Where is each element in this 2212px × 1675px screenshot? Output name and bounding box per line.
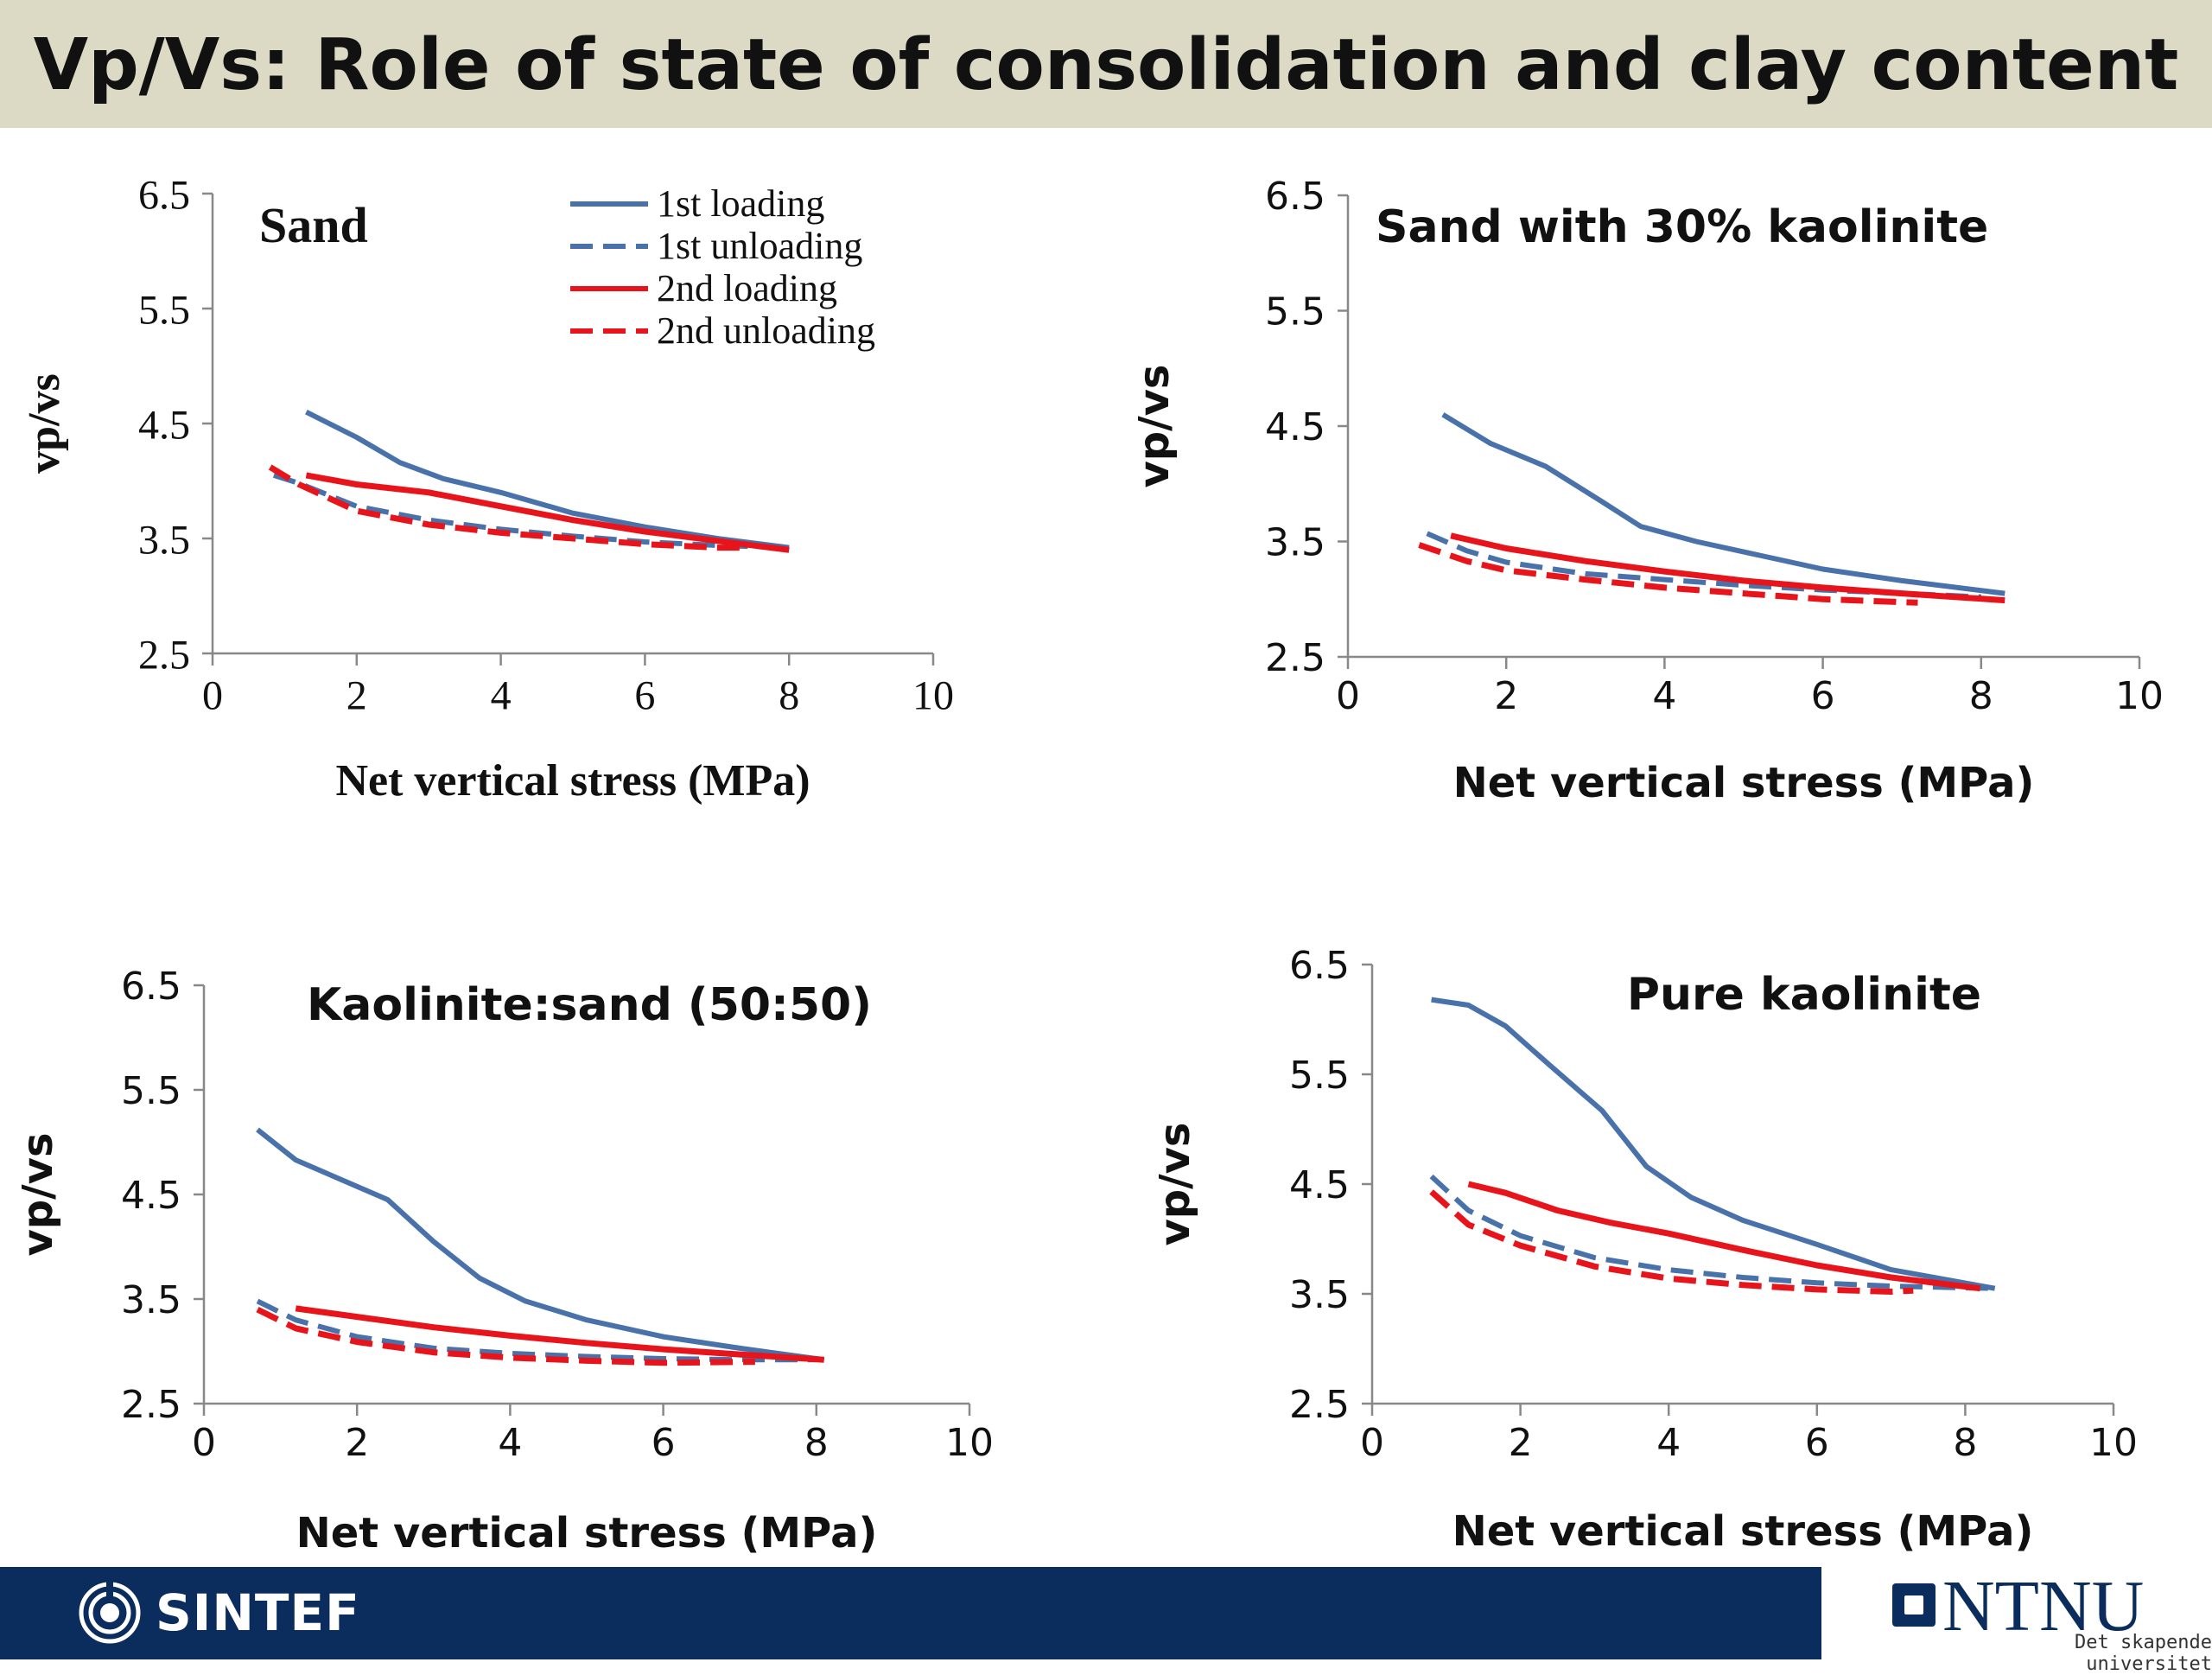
series-line-1st-unloading [1429, 1174, 1995, 1291]
x-tick-label: 2 [1509, 1421, 1533, 1465]
y-tick-label: 3.5 [121, 1278, 181, 1322]
series-line-2nd-loading [1450, 532, 2005, 604]
ntnu-square-icon [1892, 1583, 1936, 1627]
x-axis-label: Net vertical stress (MPa) [335, 756, 810, 806]
y-tick-label: 4.5 [1265, 405, 1325, 449]
x-tick-label: 10 [945, 1421, 994, 1465]
sintef-logo-text: SINTEF [156, 1583, 360, 1642]
x-tick-label: 4 [491, 672, 512, 718]
series-line-2nd-loading [295, 1305, 824, 1363]
x-tick-label: 8 [1969, 674, 1993, 718]
y-tick-label: 2.5 [138, 632, 190, 678]
series-line-1st-loading [1431, 997, 1996, 1291]
y-axis-label: vp/vs [14, 1132, 62, 1256]
series-line-1st-loading [1441, 412, 2005, 596]
x-axis-label: Net vertical stress (MPa) [296, 1509, 878, 1557]
legend-label: 1st loading [657, 182, 824, 225]
y-tick-label: 3.5 [1289, 1273, 1350, 1317]
footer-bar [0, 1567, 1821, 1659]
chart-title: Sand with 30% kaolinite [1376, 201, 1988, 253]
legend-label: 1st unloading [657, 225, 862, 267]
x-tick-label: 6 [634, 672, 655, 718]
x-tick-label: 4 [1652, 674, 1676, 718]
x-tick-label: 6 [1805, 1421, 1829, 1465]
y-tick-label: 4.5 [138, 402, 190, 448]
x-tick-label: 10 [2115, 674, 2164, 718]
y-tick-label: 4.5 [1289, 1163, 1350, 1207]
y-tick-label: 5.5 [1265, 290, 1325, 334]
title-bar: Vp/Vs: Role of state of consolidation an… [0, 0, 2212, 128]
series-line-2nd-unloading [268, 464, 747, 551]
ntnu-logo-text: NTNU [1942, 1566, 2145, 1646]
x-tick-label: 0 [1360, 1421, 1384, 1465]
y-tick-label: 3.5 [1265, 520, 1325, 564]
series-line-2nd-unloading [1429, 1189, 1914, 1295]
x-tick-label: 0 [1336, 674, 1360, 718]
series-line-2nd-loading [1467, 1181, 1981, 1292]
ntnu-logo: NTNU Det skapende universitet [1892, 1566, 2212, 1675]
ntnu-tagline: Det skapende universitet [2075, 1632, 2212, 1675]
x-axis-label: Net vertical stress (MPa) [1452, 1507, 2034, 1556]
sintef-logo: SINTEF [78, 1578, 360, 1647]
chart-title: Kaolinite:sand (50:50) [307, 979, 872, 1031]
chart-sand-30-kaolinite: 2.5 3.5 4.5 5.5 6.5 0 2 4 6 8 10 Sand with 30% kaol… [1130, 175, 2164, 807]
y-tick-label: 5.5 [121, 1069, 181, 1113]
x-tick-label: 8 [1953, 1421, 1977, 1465]
series-line-1st-loading [305, 410, 790, 551]
x-tick-label: 8 [804, 1421, 829, 1465]
y-axis-label: vp/vs [1151, 1122, 1199, 1245]
y-tick-label: 6.5 [121, 965, 181, 1009]
x-tick-label: 6 [1811, 674, 1835, 718]
y-tick-label: 5.5 [138, 287, 190, 333]
legend-label: 2nd loading [657, 267, 837, 309]
x-tick-label: 2 [345, 1421, 369, 1465]
chart-kaolinite-sand-50-50: 2.5 3.5 4.5 5.5 6.5 0 2 4 6 8 10 Kaolinite:sand (50… [14, 965, 994, 1557]
y-tick-label: 4.5 [121, 1174, 181, 1218]
x-tick-label: 2 [1494, 674, 1518, 718]
x-tick-label: 8 [779, 672, 799, 718]
chart-sand: 2.5 3.5 4.5 5.5 6.5 0 2 4 6 8 10 Sand Net vertical s… [20, 172, 954, 806]
x-tick-label: 0 [202, 672, 223, 718]
legend-label: 2nd unloading [657, 309, 875, 352]
y-tick-label: 2.5 [121, 1383, 181, 1427]
x-tick-label: 0 [192, 1421, 216, 1465]
series-line-2nd-loading [305, 472, 790, 553]
y-tick-label: 6.5 [1289, 944, 1350, 988]
series-line-2nd-unloading [1418, 542, 1918, 606]
y-axis-label: vp/vs [1130, 364, 1179, 487]
chart-title: Sand [259, 197, 368, 253]
sintef-swirl-icon [79, 1581, 141, 1644]
series-line-2nd-unloading [256, 1306, 755, 1366]
y-axis-label: vp/vs [20, 373, 69, 474]
x-tick-label: 2 [346, 672, 367, 718]
x-tick-label: 10 [912, 672, 954, 718]
x-tick-label: 4 [498, 1421, 522, 1465]
x-tick-label: 10 [2089, 1421, 2138, 1465]
y-tick-label: 2.5 [1265, 636, 1325, 680]
chart-title: Pure kaolinite [1627, 969, 1981, 1021]
y-tick-label: 6.5 [138, 172, 190, 218]
series-line-1st-loading [256, 1127, 825, 1363]
chart-pure-kaolinite: 2.5 3.5 4.5 5.5 6.5 0 2 4 6 8 10 Pure kaolinite Net … [1151, 944, 2138, 1556]
y-tick-label: 2.5 [1289, 1383, 1350, 1427]
x-axis-label: Net vertical stress (MPa) [1453, 759, 2035, 807]
y-tick-label: 6.5 [1265, 175, 1325, 219]
y-tick-label: 5.5 [1289, 1054, 1350, 1098]
x-tick-label: 4 [1656, 1421, 1681, 1465]
slide-title: Vp/Vs: Role of state of consolidation an… [33, 24, 2179, 106]
x-tick-label: 6 [652, 1421, 676, 1465]
y-tick-label: 3.5 [138, 517, 190, 563]
series-line-1st-unloading [1426, 531, 1981, 600]
